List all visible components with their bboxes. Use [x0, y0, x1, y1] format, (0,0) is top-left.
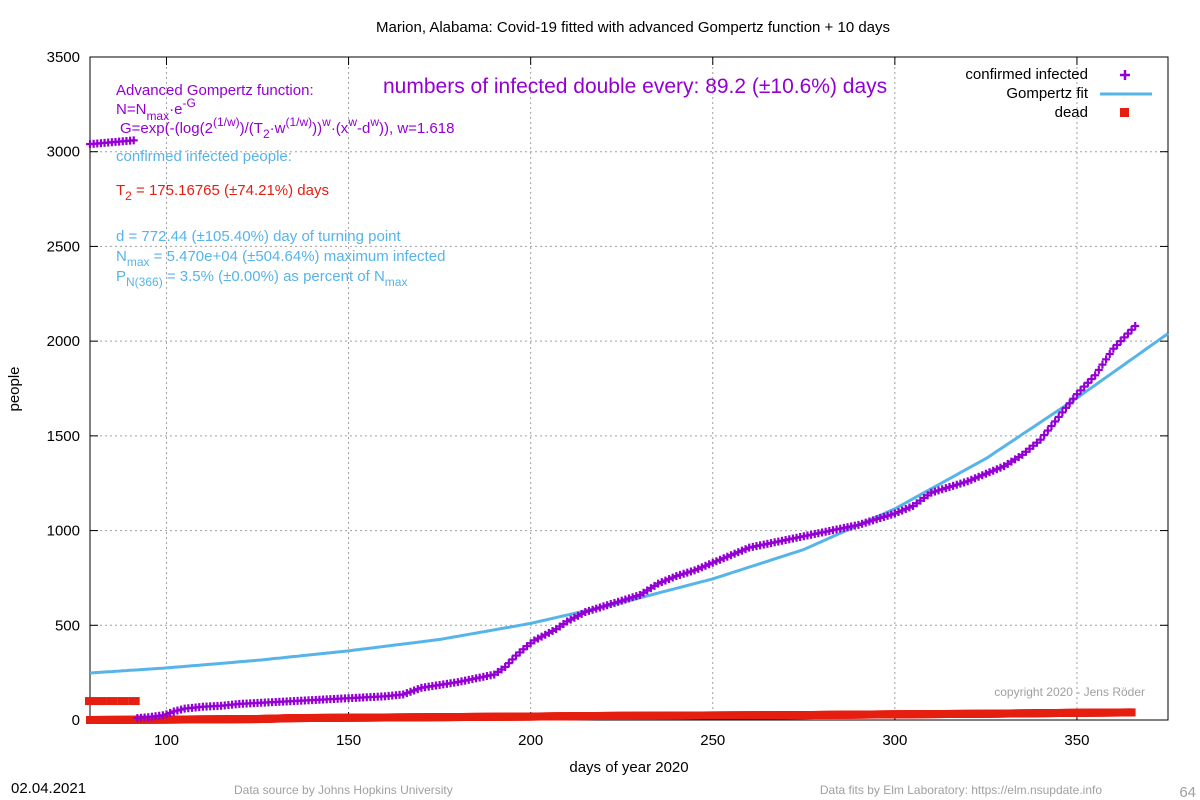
- y-tick-label: 500: [55, 617, 80, 634]
- confirmed-point: [1043, 426, 1052, 435]
- gridlines: [90, 57, 1168, 720]
- series-confirmed-infected: [86, 136, 1140, 723]
- confirmed-point: [1105, 350, 1114, 359]
- legend-label-gompertz: Gompertz fit: [1006, 85, 1089, 102]
- nmax-annotation: Nmax = 5.470e+04 (±504.64%) maximum infe…: [116, 248, 445, 269]
- gompertz-fit-line: [89, 332, 1169, 675]
- y-tick-label: 2000: [47, 333, 80, 350]
- series-gompertz-fit: [89, 332, 1169, 675]
- confirmed-point: [1062, 403, 1071, 412]
- dead-point: [128, 697, 140, 706]
- dead-point: [106, 697, 118, 706]
- confirmed-point: [1051, 417, 1060, 426]
- doubling-annotation: numbers of infected double every: 89.2 (…: [383, 75, 887, 98]
- plot-frame: [89, 56, 1169, 721]
- y-axis-label: people: [6, 366, 23, 411]
- function-g-formula: G=exp(-(log(2(1/w))/(T2·w(1/w)))w·(xw-dw…: [120, 115, 454, 141]
- confirmed-point: [1102, 355, 1111, 364]
- x-tick-label: 350: [1064, 732, 1089, 749]
- legend-marker-confirmed: [1120, 70, 1130, 80]
- confirmed-point: [1091, 371, 1100, 380]
- copyright-text: copyright 2020 - Jens Röder: [994, 685, 1145, 699]
- function-n-formula: N=Nmax·e-G: [116, 96, 196, 123]
- legend-label-dead: dead: [1055, 104, 1088, 121]
- x-axis-label: days of year 2020: [569, 759, 688, 776]
- confirmed-point: [129, 136, 138, 145]
- function-title: Advanced Gompertz function:: [116, 82, 314, 99]
- footer-source: Data source by Johns Hopkins University: [234, 783, 453, 797]
- confirmed-point: [1047, 422, 1056, 431]
- t2-annotation: T2 = 175.16765 (±74.21%) days: [116, 182, 329, 203]
- x-tick-label: 150: [336, 732, 361, 749]
- confirmed-point: [1036, 435, 1045, 444]
- confirmed-people-label: confirmed infected people:: [116, 148, 292, 165]
- chart-title: Marion, Alabama: Covid-19 fitted with ad…: [376, 19, 890, 36]
- confirmed-point: [1065, 399, 1074, 408]
- percent-annotation: PN(366) = 3.5% (±0.00%) as percent of Nm…: [116, 268, 407, 289]
- confirmed-point: [1069, 394, 1078, 403]
- confirmed-point: [1054, 412, 1063, 421]
- y-tick-label: 2500: [47, 238, 80, 255]
- confirmed-point: [1094, 365, 1103, 374]
- footer-date: 02.04.2021: [11, 780, 86, 797]
- x-tick-label: 100: [154, 732, 179, 749]
- dead-point: [1127, 708, 1136, 717]
- x-tick-label: 200: [518, 732, 543, 749]
- x-tick-label: 250: [700, 732, 725, 749]
- footer-fits: Data fits by Elm Laboratory: https://elm…: [820, 783, 1102, 797]
- dead-point: [95, 697, 107, 706]
- y-tick-label: 0: [72, 712, 80, 729]
- page-number: 64: [1179, 784, 1196, 800]
- confirmed-point: [1098, 360, 1107, 369]
- legend-label-confirmed: confirmed infected: [965, 66, 1088, 83]
- confirmed-point: [1131, 321, 1140, 330]
- axis-ticks: 100 150 200 250 300 3500500100015002000250030…: [47, 49, 1168, 749]
- confirmed-point: [1058, 408, 1067, 417]
- legend-marker-dead: [1120, 108, 1129, 117]
- confirmed-point: [1040, 431, 1049, 440]
- y-tick-label: 3500: [47, 49, 80, 66]
- dead-point: [117, 697, 129, 706]
- turning-point-annotation: d = 772.44 (±105.40%) day of turning poi…: [116, 228, 402, 245]
- y-tick-label: 3000: [47, 144, 80, 161]
- y-tick-label: 1500: [47, 428, 80, 445]
- series-layer: [85, 136, 1169, 724]
- series-dead: [85, 697, 1136, 724]
- x-tick-label: 300: [882, 732, 907, 749]
- dead-point: [85, 697, 96, 706]
- legend: confirmed infected Gompertz fit dead: [965, 66, 1152, 121]
- y-tick-label: 1000: [47, 523, 80, 540]
